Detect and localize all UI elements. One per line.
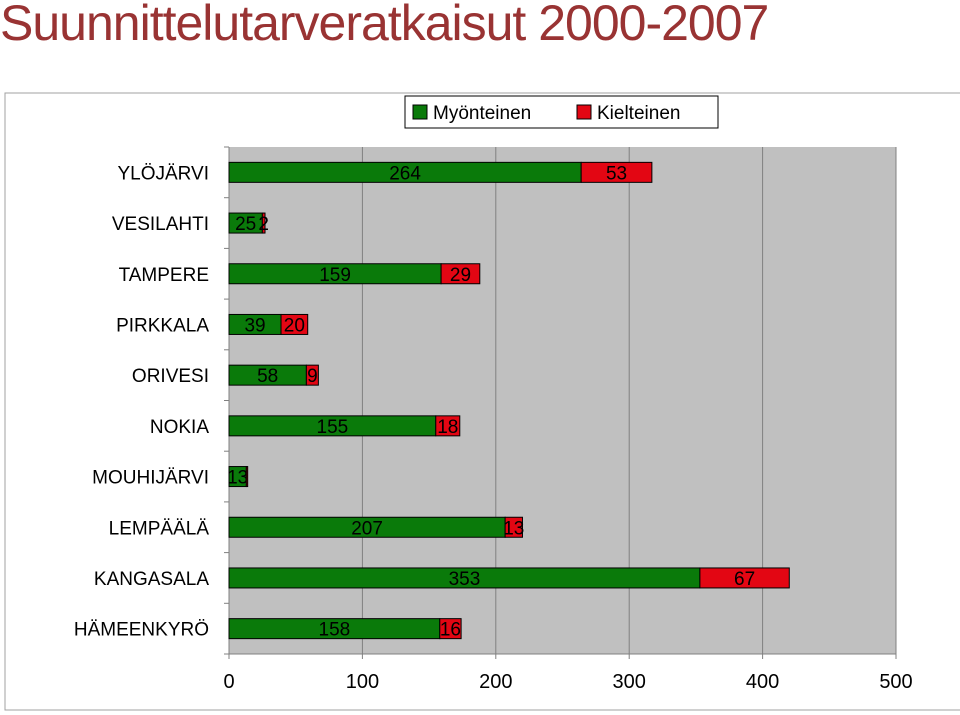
page-title: Suunnittelutarveratkaisut 2000-2007 <box>0 0 769 51</box>
data-label: 53 <box>606 163 627 184</box>
y-tick-label: PIRKKALA <box>116 315 209 336</box>
data-label: 159 <box>319 265 351 286</box>
y-tick-label: TAMPERE <box>119 265 209 286</box>
data-label: 13 <box>503 518 524 539</box>
data-label: 25 <box>235 214 256 235</box>
bar-negative <box>261 212 266 234</box>
x-tick-label: 300 <box>613 671 646 693</box>
y-tick-label: ORIVESI <box>132 366 209 387</box>
data-label: 58 <box>257 366 278 387</box>
data-label: 16 <box>440 620 461 641</box>
legend-swatch <box>412 104 428 120</box>
bar-negative <box>280 313 309 335</box>
data-label: 9 <box>307 366 318 387</box>
bar-negative <box>435 415 461 437</box>
data-label: 264 <box>389 163 421 184</box>
x-tick-label: 200 <box>479 671 512 693</box>
data-label: 155 <box>317 417 349 438</box>
y-tick-label: VESILAHTI <box>112 214 209 235</box>
x-tick-label: 0 <box>223 671 234 693</box>
legend-label: Kielteinen <box>597 103 680 124</box>
data-label: 29 <box>450 265 471 286</box>
x-tick-label: 500 <box>879 671 912 693</box>
data-label: 207 <box>351 518 383 539</box>
y-tick-label: LEMPÄÄLÄ <box>109 518 210 539</box>
legend-box <box>404 95 719 129</box>
data-label: 39 <box>244 315 265 336</box>
data-label: 20 <box>284 315 305 336</box>
bar-negative <box>305 364 319 386</box>
bar-negative <box>245 466 249 488</box>
bar-negative <box>504 516 523 538</box>
bar-negative <box>440 263 481 285</box>
plot-area: YLÖJÄRVI VESILAHTI TAMPERE PIRKKALA ORIVESI N… <box>74 146 913 693</box>
y-tick-label: MOUHIJÄRVI <box>92 468 209 489</box>
bar-negative <box>699 567 790 589</box>
data-label: 2 <box>258 214 269 235</box>
data-label: 353 <box>449 569 481 590</box>
data-label: 13 <box>227 468 248 489</box>
bar-negative <box>580 161 653 183</box>
legend-label: Myönteinen <box>433 103 531 124</box>
y-tick-label: KANGASALA <box>94 569 209 590</box>
x-tick-label: 100 <box>346 671 379 693</box>
data-label: 18 <box>437 417 458 438</box>
y-tick-label: YLÖJÄRVI <box>117 163 209 184</box>
legend-swatch <box>576 104 592 120</box>
data-label: 67 <box>734 569 755 590</box>
bar-negative <box>439 618 462 640</box>
y-tick-label: HÄMEENKYRÖ <box>74 620 209 641</box>
y-tick-label: NOKIA <box>150 417 209 438</box>
data-label: 158 <box>319 620 351 641</box>
x-tick-label: 400 <box>746 671 779 693</box>
legend: Myönteinen Kielteinen <box>404 95 719 129</box>
